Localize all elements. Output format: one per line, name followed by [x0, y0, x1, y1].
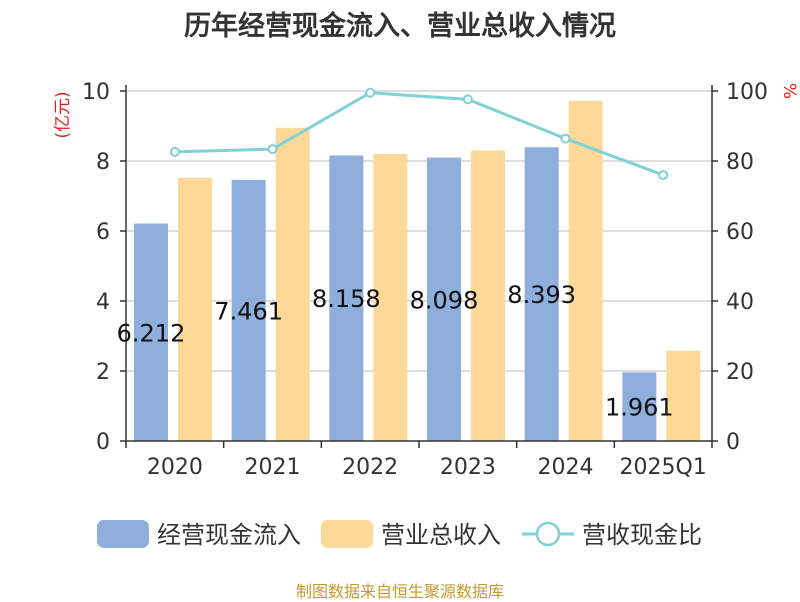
ratio-line-point: [658, 170, 669, 180]
bar-value-label: 8.098: [410, 286, 479, 314]
legend-label-total-revenue: 营业总收入: [381, 521, 501, 549]
right-tick-label: 0: [726, 430, 740, 455]
bar-value-label: 8.158: [312, 285, 381, 313]
bars: [134, 100, 701, 442]
left-tick-label: 10: [82, 80, 110, 105]
data-labels: 6.212 7.461 8.158 8.098 8.393 1.961: [117, 281, 674, 422]
ratio-line-point: [560, 133, 571, 144]
ratio-line-point: [365, 87, 376, 98]
bar-total-revenue: [275, 127, 310, 441]
bar-total-revenue: [471, 150, 505, 441]
legend-label-ratio: 营收现金比: [582, 521, 702, 549]
bar-total-revenue: [568, 100, 603, 442]
left-tick-label: 6: [96, 220, 110, 245]
bar-value-label: 1.961: [605, 394, 674, 422]
right-tick-label: 20: [726, 360, 754, 385]
bar-cash-inflow: [524, 147, 559, 441]
x-tick-label: 2021: [245, 455, 301, 480]
left-tick-label: 8: [96, 150, 110, 175]
bar-cash-inflow: [329, 155, 364, 441]
ratio-line: [169, 87, 669, 180]
ratio-line-path: [174, 91, 664, 177]
bar-cash-inflow: [427, 157, 461, 441]
left-axis-unit: (亿元): [53, 91, 73, 138]
left-tick-label: 2: [96, 360, 110, 385]
gridlines: [126, 90, 712, 372]
right-tick-label: 60: [726, 220, 754, 245]
x-tick-label: 2025Q1: [620, 455, 707, 480]
bar-cash-inflow: [231, 179, 266, 442]
ratio-line-point: [267, 144, 278, 155]
legend-swatch-cash-inflow: [97, 520, 149, 548]
right-axis-unit: %: [779, 83, 799, 99]
right-tick-label: 100: [726, 80, 768, 105]
bar-cash-inflow: [622, 372, 657, 441]
bar-value-label: 8.393: [507, 281, 576, 309]
ratio-line-point: [462, 94, 473, 105]
chart-title: 历年经营现金流入、营业总收入情况: [184, 11, 616, 42]
x-tick-label: 2023: [440, 455, 496, 480]
legend: 经营现金流入 营业总收入 营收现金比: [97, 520, 702, 549]
x-tick-label: 2020: [147, 455, 203, 480]
left-tick-label: 4: [96, 290, 110, 315]
bar-value-label: 6.212: [117, 319, 186, 347]
bar-total-revenue: [373, 154, 408, 441]
x-tick-label: 2024: [538, 455, 594, 480]
x-tick-label: 2022: [342, 455, 398, 480]
left-tick-label: 0: [96, 430, 110, 455]
bar-total-revenue: [178, 177, 212, 442]
bar-cash-inflow: [134, 223, 168, 441]
source-footer: 制图数据来自恒生聚源数据库: [295, 582, 504, 601]
bar-value-label: 7.461: [214, 297, 283, 325]
legend-marker-ratio: [535, 521, 561, 547]
legend-label-cash-inflow: 经营现金流入: [157, 521, 301, 549]
legend-swatch-total-revenue: [321, 520, 373, 548]
right-tick-label: 40: [726, 290, 754, 315]
right-tick-label: 80: [726, 150, 754, 175]
bar-total-revenue: [666, 350, 701, 441]
ratio-line-point: [169, 146, 180, 157]
